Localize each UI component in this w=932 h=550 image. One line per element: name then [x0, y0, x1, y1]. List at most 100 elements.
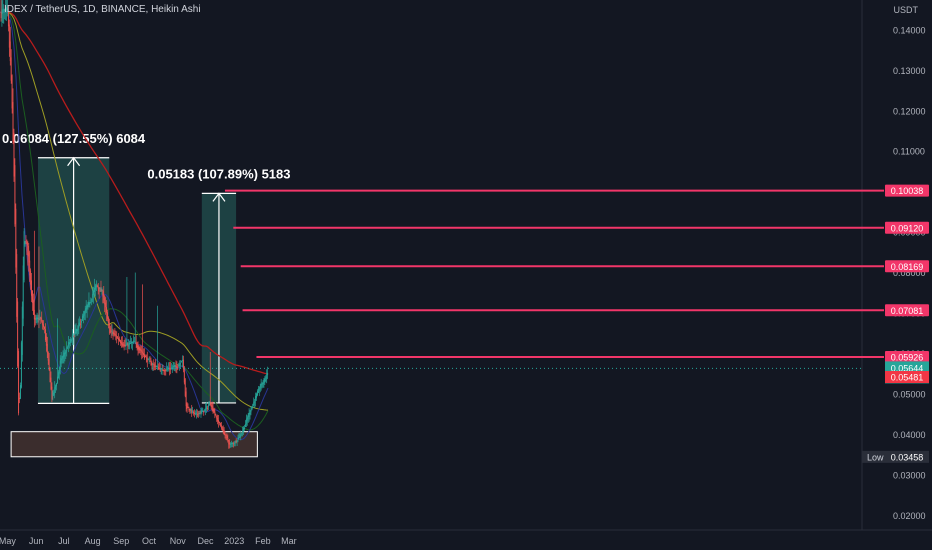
candle-body [21, 306, 23, 355]
candle-body [37, 317, 39, 320]
low-price-label: 0.03458 [891, 452, 924, 462]
candle-body [172, 366, 174, 368]
candle-body [74, 331, 76, 336]
candle-body [230, 443, 232, 445]
candle-body [96, 285, 98, 287]
candle-body [91, 298, 93, 300]
candle-body [115, 334, 117, 336]
candle-body [241, 432, 243, 435]
candle-body [11, 75, 13, 109]
candle-body [246, 418, 248, 422]
candle-body [249, 412, 251, 415]
candle-body [222, 429, 224, 431]
candle-body [232, 442, 233, 444]
target-price-label: 0.09120 [891, 223, 924, 233]
candle-body [237, 437, 239, 441]
candle-body [207, 407, 208, 409]
candle-body [84, 309, 86, 314]
candle-body [75, 328, 77, 334]
candle-body [202, 409, 204, 412]
symbol-legend: IDEX / TetherUS, 1D, BINANCE, Heikin Ash… [4, 4, 201, 15]
candle-body [139, 348, 141, 351]
candle-body [240, 434, 242, 436]
target-price-label-bg [885, 260, 929, 273]
candle-body [26, 242, 28, 246]
candle-body [25, 240, 27, 242]
candle-body [121, 342, 123, 346]
candle-body [257, 388, 259, 393]
low-label-text: Low [867, 452, 884, 462]
x-tick-label: Jul [58, 536, 70, 546]
candle-body [105, 302, 107, 308]
candle-body [98, 287, 100, 292]
candle-body [220, 425, 222, 428]
moving-average-olive [0, 11, 269, 411]
candle-body [13, 132, 15, 177]
candle-body [165, 370, 167, 372]
candle-body [264, 379, 266, 381]
y-tick-label: 0.03000 [893, 470, 926, 480]
candle-body [128, 343, 130, 346]
x-tick-label: May [0, 536, 16, 546]
candle-body [7, 11, 9, 27]
candle-body [265, 377, 267, 380]
candle-body [221, 427, 223, 431]
candle-body [173, 365, 175, 368]
candle-body [14, 165, 16, 225]
candle-body [169, 368, 171, 370]
candle-body [185, 391, 187, 407]
candle-body [111, 330, 113, 332]
candle-body [53, 392, 55, 395]
candle-body [234, 440, 236, 443]
candle-body [56, 383, 57, 387]
candle-body [100, 289, 102, 292]
x-tick-label: Sep [113, 536, 129, 546]
candle-body [43, 324, 45, 328]
candle-body [125, 344, 127, 346]
candle-body [245, 419, 247, 425]
candle-body [232, 443, 234, 445]
candle-body [8, 24, 10, 48]
candle-body [132, 341, 133, 343]
candle-body [231, 443, 232, 445]
candle-body [64, 352, 66, 355]
candle-body [170, 367, 172, 369]
candle-body [78, 323, 80, 328]
target-price-label: 0.10038 [891, 186, 924, 196]
candle-body [20, 342, 22, 388]
candle-body [85, 308, 87, 312]
candle-body [187, 406, 189, 408]
moving-average-red [0, 11, 269, 375]
candle-body [236, 440, 238, 442]
candle-body [166, 368, 168, 370]
candle-body [218, 420, 220, 423]
candle-body [55, 385, 57, 390]
candle-body [198, 413, 200, 415]
candle-body [44, 329, 46, 341]
moving-average-navy [0, 11, 269, 441]
candle-body [140, 349, 142, 352]
candle-body [154, 364, 156, 368]
y-tick-label: 0.02000 [893, 511, 926, 521]
currency-label: USDT [893, 5, 919, 15]
candle-body [123, 344, 125, 346]
candle-body [157, 366, 159, 370]
candle-body [141, 350, 143, 353]
candle-body [164, 370, 166, 372]
candle-body [119, 339, 120, 341]
candle-body [30, 270, 32, 285]
candle-body [93, 290, 95, 295]
candle-body [62, 355, 64, 359]
candle-body [224, 432, 226, 436]
candle-body [181, 361, 182, 363]
candle-body [106, 307, 107, 313]
candle-body [18, 351, 20, 414]
candle-body [34, 318, 36, 320]
y-tick-label: 0.14000 [893, 25, 926, 35]
candle-body [114, 334, 116, 336]
candle-body [192, 410, 194, 412]
candle-body [132, 340, 134, 343]
candle-body [208, 402, 210, 406]
